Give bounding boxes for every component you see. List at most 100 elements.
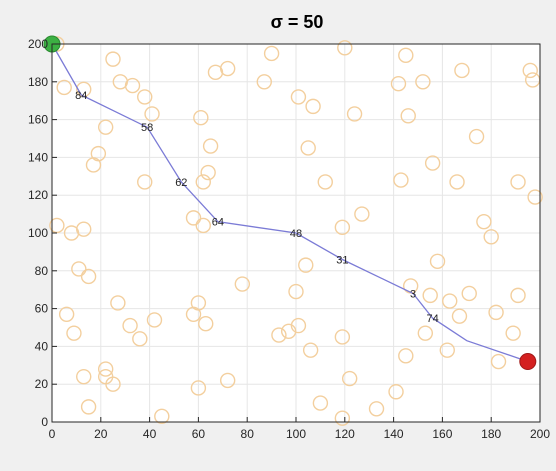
path-label: 84	[75, 90, 87, 102]
background-point	[200, 164, 216, 181]
background-point	[527, 189, 543, 205]
background-point	[146, 312, 163, 328]
background-point	[454, 62, 470, 79]
background-point	[298, 257, 314, 273]
x-tick-label: 40	[143, 427, 157, 441]
background-point	[110, 295, 126, 311]
background-point	[442, 293, 458, 309]
background-point	[154, 408, 170, 425]
background-point	[58, 306, 75, 322]
background-point	[198, 316, 214, 332]
background-point	[490, 353, 507, 370]
background-point	[317, 174, 333, 190]
x-tick-label: 60	[192, 427, 206, 441]
x-tick-label: 80	[241, 427, 255, 441]
path-label: 64	[212, 217, 224, 229]
background-point	[144, 106, 160, 122]
background-point	[488, 304, 504, 321]
background-point	[80, 268, 97, 285]
x-tick-label: 20	[94, 427, 108, 441]
background-point	[483, 229, 499, 245]
background-point	[510, 287, 526, 304]
background-point	[334, 329, 351, 345]
y-tick-label: 180	[28, 75, 48, 89]
y-tick-label: 160	[28, 113, 48, 127]
background-point	[76, 221, 92, 237]
x-tick-label: 180	[481, 427, 501, 441]
background-point	[122, 317, 138, 334]
background-point	[219, 372, 236, 389]
background-point	[439, 342, 455, 358]
background-point	[137, 89, 153, 105]
x-tick-label: 0	[49, 427, 56, 441]
background-point	[422, 287, 438, 304]
y-tick-label: 100	[28, 226, 48, 240]
background-point	[476, 213, 492, 230]
path-label: 58	[141, 122, 153, 134]
x-tick-label: 120	[335, 427, 355, 441]
background-point	[202, 138, 219, 154]
background-point	[190, 295, 207, 311]
background-point	[522, 62, 538, 79]
x-tick-label: 140	[384, 427, 404, 441]
y-tick-label: 60	[35, 302, 49, 316]
background-point	[398, 47, 414, 64]
background-point	[368, 401, 385, 417]
y-tick-label: 200	[28, 37, 48, 51]
background-point	[461, 285, 477, 302]
path-line	[51, 43, 529, 363]
y-tick-label: 20	[35, 377, 49, 391]
path-labels: 84 58 62 64 48 31 3 74	[75, 90, 439, 325]
background-point	[288, 283, 304, 300]
background-point	[449, 174, 465, 190]
background-point	[271, 327, 287, 343]
background-point	[97, 361, 114, 377]
background-point	[505, 325, 521, 341]
background-point	[300, 140, 316, 156]
background-point	[193, 110, 209, 126]
background-point	[398, 348, 414, 364]
end-point	[519, 353, 537, 371]
x-tick-label: 160	[432, 427, 452, 441]
path-label: 31	[336, 254, 348, 266]
background-point	[417, 325, 434, 341]
background-point	[451, 308, 468, 324]
background-point	[302, 342, 319, 358]
background-point	[424, 155, 441, 171]
background-point	[256, 74, 272, 90]
path-label: 3	[410, 288, 416, 300]
y-tick-label: 0	[41, 415, 48, 429]
background-point	[346, 106, 363, 122]
background-point	[341, 370, 358, 387]
background-point	[334, 410, 351, 426]
background-point	[80, 399, 97, 415]
background-point	[124, 77, 141, 94]
y-tick-label: 80	[35, 264, 49, 278]
background-point	[85, 157, 102, 173]
background-point	[195, 174, 211, 190]
background-point	[334, 219, 351, 236]
chart-title: σ = 50	[271, 12, 324, 32]
background-point	[393, 172, 409, 188]
background-point	[190, 380, 207, 396]
y-tick-label: 40	[35, 339, 49, 353]
background-point	[290, 89, 307, 105]
background-point	[468, 128, 485, 145]
background-point	[76, 368, 92, 385]
background-point	[280, 323, 297, 339]
background-point	[56, 79, 72, 96]
y-tick-label: 120	[28, 188, 48, 202]
background-point	[132, 331, 148, 347]
background-point	[390, 75, 407, 92]
background-point	[71, 261, 87, 277]
background-point	[305, 98, 321, 115]
background-points	[49, 36, 543, 426]
x-tick-label: 100	[286, 427, 306, 441]
path-label: 62	[175, 177, 187, 189]
background-point	[354, 206, 370, 222]
axes: 0 20 40 60 80 100 120 140 160 180 200 0 20 40 60 80 100 1…	[28, 37, 550, 441]
x-tick-label: 200	[530, 427, 550, 441]
background-point	[97, 119, 114, 135]
